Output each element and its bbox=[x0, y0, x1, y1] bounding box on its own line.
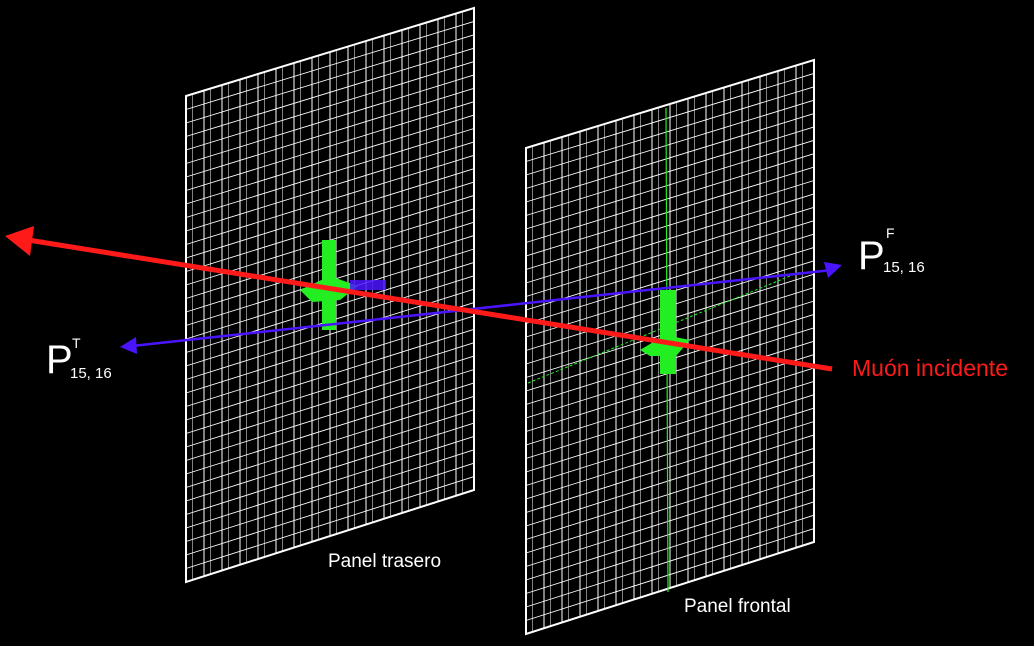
rear-panel-label: Panel trasero bbox=[328, 551, 442, 572]
projection-axis bbox=[120, 262, 842, 354]
rear-panel-border bbox=[185, 6, 475, 584]
muon-label: Muón incidente bbox=[852, 355, 1008, 381]
muon-arrowhead bbox=[5, 226, 34, 256]
rear-panel-grid bbox=[185, 6, 475, 584]
point-rear-superscript: T bbox=[72, 335, 81, 351]
projection-arrow-front bbox=[824, 262, 842, 278]
point-front-subscript: 15, 16 bbox=[883, 259, 925, 276]
front-panel-border bbox=[525, 58, 815, 636]
point-rear-symbol: P bbox=[46, 338, 73, 382]
front-panel-label: Panel frontal bbox=[684, 596, 791, 617]
point-front-superscript: F bbox=[886, 225, 895, 241]
front-hit-marker bbox=[527, 107, 801, 593]
projection-arrow-rear bbox=[120, 337, 137, 354]
muon-trajectory bbox=[5, 226, 833, 372]
point-front-symbol: P bbox=[858, 234, 885, 278]
front-panel-grid bbox=[525, 58, 815, 636]
point-rear-subscript: 15, 16 bbox=[70, 365, 112, 382]
